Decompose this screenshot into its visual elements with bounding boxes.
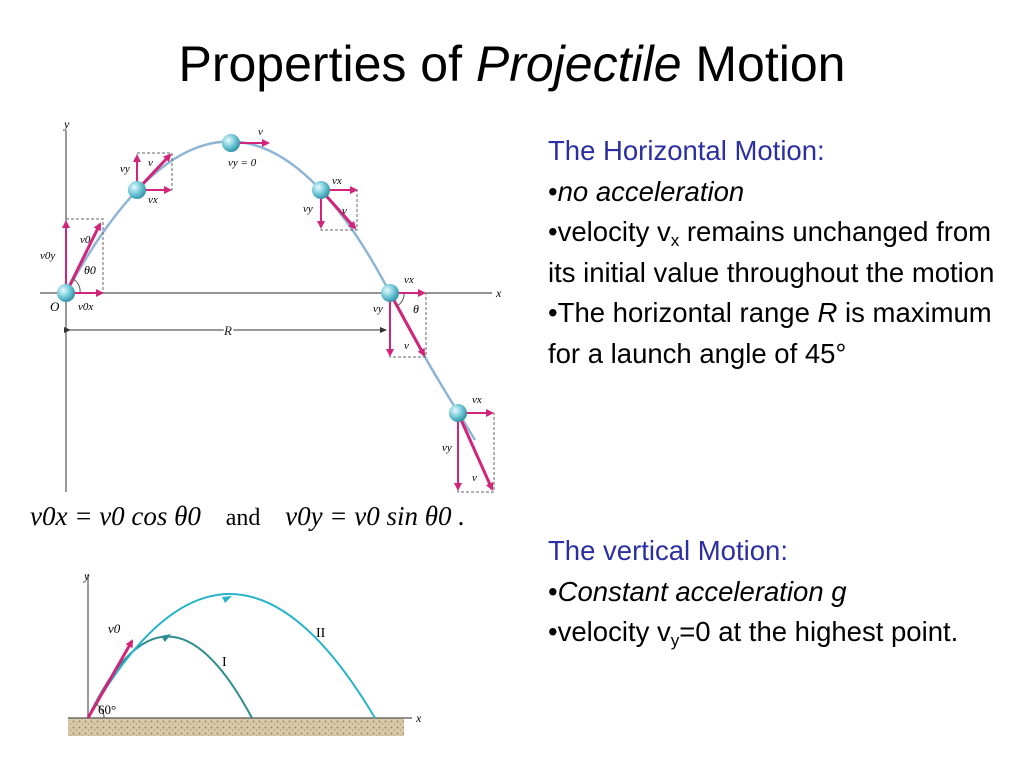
vertical-bullet-1-text: Constant acceleration g [557,575,847,607]
angle-label: 60° [98,702,116,717]
horizontal-bullet-2-a: velocity v [557,216,671,247]
trajectory-ii-arrow [222,596,232,603]
ball-landing [381,284,399,302]
v0-label-2: v0 [108,621,121,636]
horizontal-heading: The Horizontal Motion: [548,135,825,166]
ball-launch [57,284,75,302]
vy-label-5: vy [373,303,383,315]
vy-label-6: vy [442,442,452,454]
horizontal-bullet-3-a: The horizontal range [557,297,818,328]
y-axis-label: y [63,117,70,131]
v0-vector-2 [86,639,134,719]
ball-below [449,404,467,422]
title-part-1: Properties of [178,36,476,92]
horizontal-bullet-1: •no acceleration [548,175,745,207]
equation-and: and [225,505,261,531]
trajectory-curve [64,140,477,441]
v-label-5: v [404,340,409,352]
trajectory-i-arrow [161,634,171,642]
origin-label: O [50,299,60,314]
x-axis-label-2: x [415,711,422,725]
vy-label-4: vy [303,203,313,215]
vy-zero-label: vy = 0 [228,157,257,169]
vx-label-2: vx [148,194,158,206]
vertical-bullet-1: •Constant acceleration g [548,575,847,607]
v-label-4: v [342,205,347,217]
theta0-arc [72,278,81,294]
theta-label: θ [413,302,419,316]
v-vector-5 [388,292,426,357]
launch-angle-diagram: y x v0 60° I II [68,569,422,736]
vx-label-4: vx [332,175,342,187]
horizontal-bullet-3: •The horizontal range R is maximum for a… [548,297,992,369]
vertical-heading: The vertical Motion: [548,535,788,566]
v0-label: v0 [80,234,91,246]
horizontal-bullet-2-b: remains unchanged from its initial value… [548,216,995,288]
y-axis-label-2: y [83,569,90,583]
v-label-6: v [472,472,477,484]
angle-arc [95,703,105,719]
ball-apex [222,134,240,152]
ball-falling [312,181,330,199]
equation-v0x: v0x = v0 cos θ0 [30,501,201,531]
trajectory-diagram: y x O R v0y v0 θ0 v0x vy v vx v vy = 0 v… [40,117,502,493]
horizontal-bullet-1-text: no acceleration [557,175,745,207]
horizontal-motion-text: The Horizontal Motion: •no acceleration … [548,131,1018,374]
v-label-2: v [148,157,153,169]
trajectory-ii [87,593,376,719]
horizontal-bullet-2-sub: x [670,231,680,250]
v-vector-6 [456,412,494,491]
dashed-guides [65,152,495,493]
v0-vector [64,222,102,294]
theta-arc [396,292,405,307]
curve-ii-label: II [316,626,326,641]
equation-v0y: v0y = v0 sin θ0 . [285,501,466,531]
x-axis-label: x [495,286,502,300]
vertical-bullet-2: •velocity vy=0 at the highest point. [548,616,959,650]
vertical-motion-text: The vertical Motion: •Constant accelerat… [548,531,1018,653]
vertical-bullet-2-b: =0 at the highest point. [679,616,959,647]
theta0-label: θ0 [84,263,96,277]
vertical-bullet-2-sub: y [670,631,680,650]
horizontal-bullet-3-b: is maximum for a launch angle of 45° [548,297,992,369]
vy-label-2: vy [120,163,130,175]
v0x-label: v0x [78,301,93,313]
vx-label-6: vx [472,394,482,406]
horizontal-bullet-3-r: R [817,297,838,328]
horizontal-bullet-2: •velocity vx remains unchanged from its … [548,216,995,288]
title-part-2: Projectile [475,36,682,92]
slide-title: Properties of Projectile Motion [0,34,1024,94]
velocity-components-equation: v0x = v0 cos θ0 and v0y = v0 sin θ0 . [30,501,510,541]
vertical-bullet-2-a: velocity v [557,616,671,647]
range-label: R [223,323,232,338]
v-label-apex: v [258,126,263,138]
ground [68,718,404,736]
v0y-label: v0y [40,250,55,262]
curve-i-label: I [222,655,227,670]
vx-label-5: vx [404,274,414,286]
title-part-3: Motion [681,36,846,92]
ball-rising [128,181,146,199]
